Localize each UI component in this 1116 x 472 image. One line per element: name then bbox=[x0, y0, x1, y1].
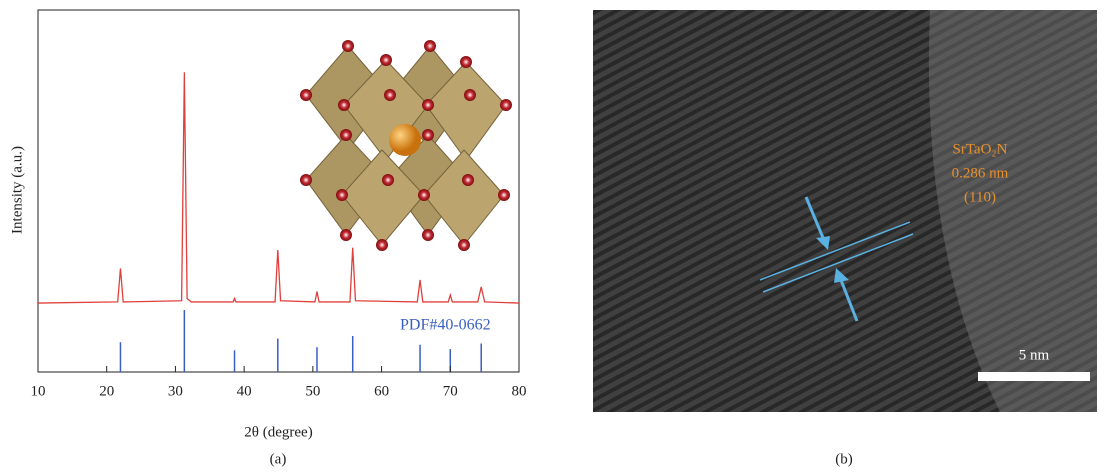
x-tick-label: 10 bbox=[31, 383, 46, 399]
x-tick-label: 20 bbox=[99, 383, 114, 399]
plane-label: (110) bbox=[964, 189, 996, 205]
phase-label: SrTaO₂N bbox=[952, 141, 1007, 157]
y-axis-label: Intensity (a.u.) bbox=[9, 146, 25, 234]
x-tick-label: 40 bbox=[237, 383, 252, 399]
page: {"chart_data":[ {"type":"line","ylabel":… bbox=[0, 0, 1116, 472]
x-tick-label: 70 bbox=[443, 383, 458, 399]
scale-bar-label: 5 nm bbox=[1019, 347, 1050, 363]
crystal-structure bbox=[300, 40, 512, 251]
reference-label: PDF#40-0662 bbox=[400, 317, 491, 334]
spacing-label: 0.286 nm bbox=[952, 165, 1009, 181]
x-tick-label: 60 bbox=[374, 383, 389, 399]
panel-label: (a) bbox=[270, 451, 287, 467]
x-axis-label: 2θ (degree) bbox=[244, 424, 312, 440]
figure: SrTaO₂N 0.286 nm (110) 5 nm (b) (a) Inte… bbox=[0, 0, 1116, 472]
panel-label: (b) bbox=[835, 451, 853, 467]
x-tick-label: 30 bbox=[168, 383, 183, 399]
x-tick-label: 80 bbox=[512, 383, 527, 399]
x-tick-label: 50 bbox=[305, 383, 320, 399]
